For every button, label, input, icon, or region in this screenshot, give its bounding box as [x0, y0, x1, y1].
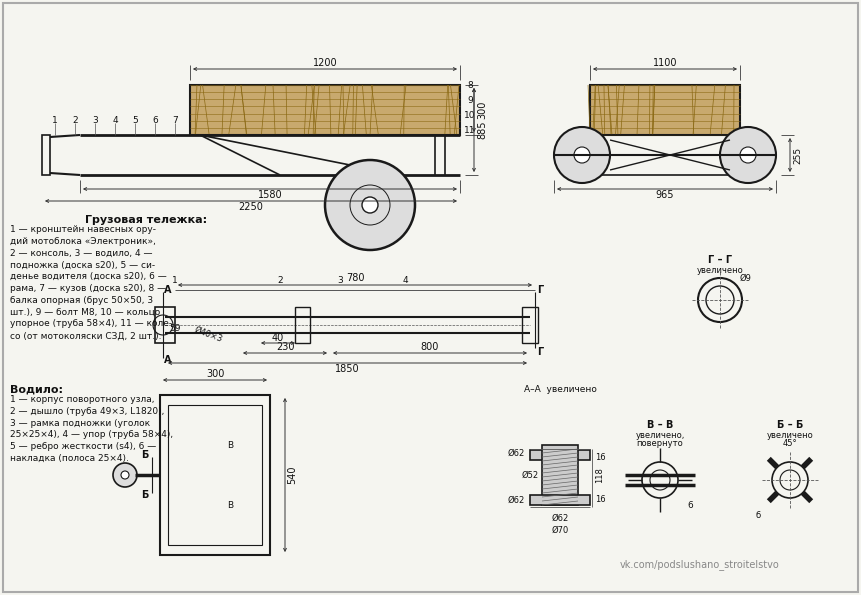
Bar — [42, 135, 50, 175]
Text: 2: 2 — [277, 275, 282, 284]
Text: 800: 800 — [421, 342, 439, 352]
Text: A: A — [164, 355, 171, 365]
Circle shape — [740, 147, 756, 163]
Text: Б: Б — [141, 450, 149, 460]
Text: 9: 9 — [468, 96, 473, 105]
Text: 1100: 1100 — [653, 58, 678, 68]
Bar — [530, 495, 590, 505]
Bar — [522, 307, 538, 343]
Bar — [168, 405, 262, 545]
Circle shape — [121, 471, 129, 479]
Text: Б – Б: Б – Б — [777, 420, 803, 430]
Text: 780: 780 — [346, 273, 364, 283]
Text: Водило:: Водило: — [10, 385, 63, 395]
Text: 965: 965 — [656, 190, 674, 200]
Bar — [590, 85, 740, 135]
Text: 3: 3 — [92, 115, 98, 124]
Text: увеличено: увеличено — [766, 431, 814, 440]
Text: 6: 6 — [152, 115, 158, 124]
Text: Ø9: Ø9 — [739, 274, 751, 283]
Text: 118: 118 — [595, 467, 604, 483]
Text: 10: 10 — [464, 111, 476, 120]
Bar — [530, 450, 590, 460]
Circle shape — [113, 463, 137, 487]
Text: Г – Г: Г – Г — [708, 255, 732, 265]
Circle shape — [574, 147, 590, 163]
Text: Ø70: Ø70 — [551, 525, 568, 534]
Text: 1 — корпус поворотного узла,
2 — дышло (труба 49×3, L1820),
3 — рамка подножки (: 1 — корпус поворотного узла, 2 — дышло (… — [10, 395, 173, 463]
Text: В: В — [227, 500, 233, 509]
Text: увеличено,: увеличено, — [635, 431, 684, 440]
Text: 1580: 1580 — [257, 190, 282, 200]
Text: 300: 300 — [206, 369, 224, 379]
Text: увеличено: увеличено — [697, 265, 743, 274]
Text: Ø62: Ø62 — [508, 449, 525, 458]
Bar — [590, 135, 740, 175]
Text: 4: 4 — [112, 115, 118, 124]
Circle shape — [325, 160, 415, 250]
Bar — [542, 445, 578, 505]
Text: повернуто: повернуто — [636, 440, 684, 449]
Text: 1 — кронштейн навесных ору-
дий мотоблока «Электроник»,
2 — консоль, 3 — водило,: 1 — кронштейн навесных ору- дий мотоблок… — [10, 225, 172, 340]
Text: 2250: 2250 — [238, 202, 263, 212]
Bar — [190, 85, 460, 135]
Text: б: б — [755, 511, 760, 519]
Text: Г: Г — [537, 285, 543, 295]
Text: 59: 59 — [170, 324, 181, 333]
Text: 230: 230 — [276, 342, 294, 352]
Text: 1: 1 — [53, 115, 58, 124]
Text: Ø62: Ø62 — [551, 513, 568, 522]
Text: 16: 16 — [595, 496, 605, 505]
Text: В: В — [227, 440, 233, 449]
Text: Ø52: Ø52 — [522, 471, 539, 480]
Circle shape — [554, 127, 610, 183]
Text: Грузовая тележка:: Грузовая тележка: — [85, 215, 208, 225]
Text: 1: 1 — [172, 275, 178, 284]
Circle shape — [720, 127, 776, 183]
Text: 885: 885 — [477, 121, 487, 139]
Text: 540: 540 — [287, 466, 297, 484]
Text: А–А  увеличено: А–А увеличено — [523, 386, 597, 394]
Text: 11: 11 — [464, 126, 476, 134]
Text: 1200: 1200 — [313, 58, 338, 68]
Text: 1850: 1850 — [335, 364, 360, 374]
Text: 8: 8 — [468, 80, 473, 89]
Text: 5: 5 — [132, 115, 138, 124]
Text: Ø62: Ø62 — [508, 496, 525, 505]
Text: vk.com/podslushano_stroitelstvo: vk.com/podslushano_stroitelstvo — [620, 559, 780, 571]
Text: Г: Г — [537, 347, 543, 357]
Text: Б: Б — [141, 490, 149, 500]
Text: В – В: В – В — [647, 420, 673, 430]
Text: 3: 3 — [338, 275, 343, 284]
Text: 45°: 45° — [783, 440, 797, 449]
Text: 7: 7 — [172, 115, 178, 124]
Text: 6: 6 — [687, 500, 693, 509]
Circle shape — [362, 197, 378, 213]
Text: 255: 255 — [794, 146, 802, 164]
Text: 300: 300 — [477, 101, 487, 119]
Text: 16: 16 — [595, 453, 605, 462]
Text: 4: 4 — [402, 275, 408, 284]
Text: 40: 40 — [272, 333, 284, 343]
Text: A: A — [164, 285, 171, 295]
Bar — [160, 395, 270, 555]
Bar — [155, 307, 175, 343]
Text: 2: 2 — [72, 115, 77, 124]
Text: Ø40×3: Ø40×3 — [193, 325, 223, 345]
Bar — [295, 307, 310, 343]
